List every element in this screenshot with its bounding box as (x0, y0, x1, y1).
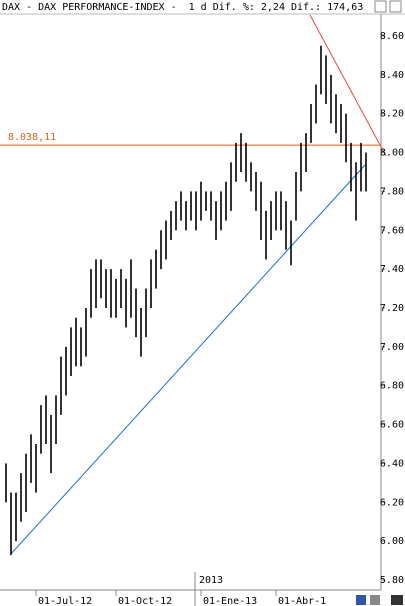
toolbar-icon[interactable] (391, 595, 403, 605)
y-tick-label: 6.40 (380, 458, 404, 469)
y-tick-label: 7.60 (380, 225, 404, 236)
y-tick-label: 6.00 (380, 536, 404, 547)
y-tick-label: 7.40 (380, 264, 404, 275)
y-tick-label: 6.80 (380, 381, 404, 392)
y-tick-label: 7.00 (380, 342, 404, 353)
x-tick-label: 01-Ene-13 (203, 596, 257, 606)
x-tick-label: 01-Oct-12 (118, 596, 172, 606)
x-tick-label: 01-Abr-1 (278, 596, 326, 606)
y-tick-label: 8.40 (380, 70, 404, 81)
chart-title: DAX - DAX PERFORMANCE-INDEX - 1 d Dif. %… (2, 2, 363, 13)
trendline (9, 164, 366, 556)
toolbar-icon[interactable] (356, 595, 366, 605)
window-button[interactable] (389, 0, 402, 13)
y-tick-label: 7.20 (380, 303, 404, 314)
y-tick-label: 6.20 (380, 497, 404, 508)
y-tick-label: 5.80 (380, 575, 404, 586)
y-tick-label: 8.60 (380, 31, 404, 42)
window-button[interactable] (374, 0, 387, 13)
x-tick-label: 01-Jul-12 (38, 596, 92, 606)
toolbar-icon[interactable] (370, 595, 380, 605)
year-label: 2013 (199, 575, 223, 586)
y-tick-label: 7.80 (380, 186, 404, 197)
trendline (309, 14, 387, 157)
y-tick-label: 6.60 (380, 420, 404, 431)
reference-label: 8.038,11 (8, 132, 56, 143)
y-tick-label: 8.20 (380, 109, 404, 120)
y-tick-label: 8.00 (380, 148, 404, 159)
